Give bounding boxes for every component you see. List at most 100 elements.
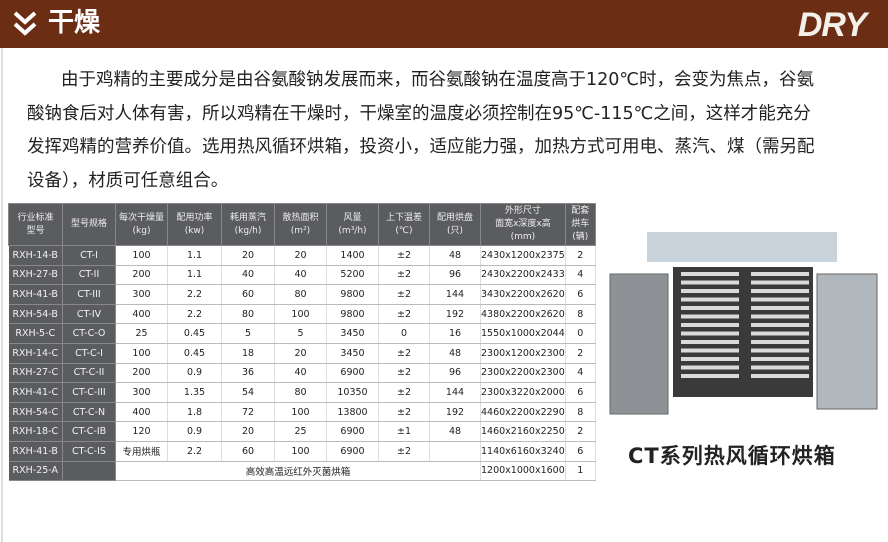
table-cell: 1.8 (167, 402, 222, 423)
table-cell: 6 (565, 382, 596, 403)
table-cell: RXH-27-B (8, 265, 63, 286)
table-row: RXH-41-B CT-III 300 2.2 60 80 9800 ±2 144 3430x22… (8, 284, 596, 305)
column-header-line: 型号规格 (70, 219, 107, 229)
column-header-line: 每次干燥量 (118, 212, 164, 223)
description-paragraph: 由于鸡精的主要成分是由谷氨酸钠发展而来，而谷氨酸钠在温度高于120℃时，会变为焦… (27, 64, 877, 198)
table-cell: RXH-14-B (8, 245, 63, 266)
oven-tray (751, 348, 809, 353)
table-cell: 100 (115, 343, 168, 364)
table-cell: 4460x2200x2290 (480, 402, 566, 423)
table-cell (429, 441, 481, 462)
column-header-line: 散热面积 (282, 212, 319, 223)
column-header-line: 型号 (26, 225, 45, 236)
table-row: RXH-25-A 高效高温远红外灭菌烘箱 1200x1000x1600 1 (8, 461, 596, 482)
table-cell: 6900 (326, 421, 379, 442)
table-cell: 6900 (326, 441, 379, 462)
table-cell: 8 (565, 304, 596, 325)
table-cell: 80 (274, 284, 327, 305)
table-cell: 6 (565, 284, 596, 305)
table-row: RXH-41-B CT-C-IS 专用烘瓶 2.2 60 100 6900 ±2 1140x61… (8, 441, 596, 462)
table-cell: RXH-27-C (8, 363, 63, 384)
table-cell: 1400 (326, 245, 379, 266)
table-cell: ±2 (378, 245, 430, 266)
column-header: 每次干燥量 (kg) (115, 203, 168, 246)
oven-tray (681, 323, 739, 327)
hot-air-oven-photo (609, 232, 878, 415)
table-cell: 2430x2200x2433 (480, 265, 566, 286)
table-cell: 40 (221, 265, 275, 286)
table-cell: 144 (429, 382, 481, 403)
table-cell: 60 (221, 284, 275, 305)
table-cell: 300 (115, 382, 168, 403)
table-cell: 192 (429, 304, 481, 325)
table-cell: CT-IV (62, 304, 116, 325)
section-title: 干燥 (48, 8, 101, 38)
table-cell: 100 (115, 245, 168, 266)
left-border (1, 48, 3, 542)
table-cell: 1.1 (167, 245, 222, 266)
table-cell: ±1 (378, 421, 430, 442)
column-header: 风量 (m³/h) (326, 203, 379, 246)
table-cell: 2300x3220x2000 (480, 382, 566, 403)
table-cell: 36 (221, 363, 275, 384)
table-cell: 0 (565, 323, 596, 344)
table-cell: CT-II (62, 265, 116, 286)
table-cell: 2.2 (167, 441, 222, 462)
oven-tray (681, 348, 739, 353)
column-header: 配套 烘车 (辆) (564, 203, 596, 246)
oven-tray (751, 357, 809, 361)
table-cell: 25 (274, 421, 327, 442)
spec-table: 行业标准 型号 型号规格 每次干燥量 (kg) 配用功率 (kw) 耗用蒸汽 (kg/h) 散热面… (8, 203, 596, 482)
table-cell: 2.2 (167, 284, 222, 305)
table-cell (62, 461, 116, 482)
table-cell: 100 (274, 304, 327, 325)
table-cell: 2 (565, 421, 596, 442)
product-caption: CT系列热风循环烘箱 (628, 444, 836, 468)
paragraph-line: 发挥鸡精的营养价值。选用热风循环烘箱，投资小，适应能力强，加热方式可用电、蒸汽、… (27, 137, 815, 157)
table-cell: RXH-5-C (8, 323, 63, 344)
paragraph-line: 酸钠食后对人体有害，所以鸡精在干燥时，干燥室的温度必须控制在95℃-115℃之间… (27, 103, 811, 124)
table-cell: 48 (429, 421, 481, 442)
table-cell: CT-C-IB (62, 421, 116, 442)
table-cell: 2300x1200x2300 (480, 343, 566, 364)
table-cell: 9800 (326, 304, 379, 325)
table-cell: 0.9 (167, 363, 222, 384)
column-header: 外形尺寸 面宽x深度x高 (mm) (480, 203, 566, 246)
table-cell: 5 (221, 323, 275, 344)
oven-tray (681, 331, 739, 336)
table-cell: CT-C-II (62, 363, 116, 384)
oven-tray (681, 340, 739, 344)
column-header-line: 风量 (343, 212, 362, 223)
table-row: RXH-27-C CT-C-II 200 0.9 36 40 6900 ±2 96 2300x22… (8, 363, 596, 384)
oven-tray (751, 306, 809, 310)
oven-tray (751, 323, 809, 327)
double-chevron-down-icon (13, 11, 37, 36)
column-header: 型号规格 (62, 203, 116, 246)
table-cell: 80 (274, 382, 327, 403)
column-header: 上下温差 (℃) (378, 203, 430, 246)
table-cell: 54 (221, 382, 275, 403)
table-cell: CT-C-IS (62, 441, 116, 462)
table-cell: 高效高温远红外灭菌烘箱 (115, 461, 481, 482)
table-cell: 6 (565, 441, 596, 462)
table-cell: 200 (115, 363, 168, 384)
table-row: RXH-18-C CT-C-IB 120 0.9 20 25 6900 ±1 48 1460x21… (8, 421, 596, 442)
table-cell: 4 (565, 363, 596, 384)
table-cell: 0.9 (167, 421, 222, 442)
column-header-line: 面宽x深度x高 (495, 219, 551, 229)
table-row: RXH-14-B CT-I 100 1.1 20 20 1400 ±2 48 2430x1200x… (8, 245, 596, 266)
column-header-line: 上下温差 (385, 212, 422, 223)
table-cell: 10350 (326, 382, 379, 403)
table-cell: 1.35 (167, 382, 222, 403)
column-header-line: 配用烘盘 (436, 212, 473, 223)
oven-tray (751, 297, 809, 302)
table-cell: 400 (115, 402, 168, 423)
table-cell: RXH-54-B (8, 304, 63, 325)
table-cell: 0.45 (167, 343, 222, 364)
table-cell: 20 (221, 421, 275, 442)
section-header: 干燥 DRY (0, 0, 888, 48)
table-cell: ±2 (378, 304, 430, 325)
column-header-line: (kw) (184, 225, 205, 236)
dry-logo: DRY (797, 6, 867, 44)
table-cell: 192 (429, 402, 481, 423)
